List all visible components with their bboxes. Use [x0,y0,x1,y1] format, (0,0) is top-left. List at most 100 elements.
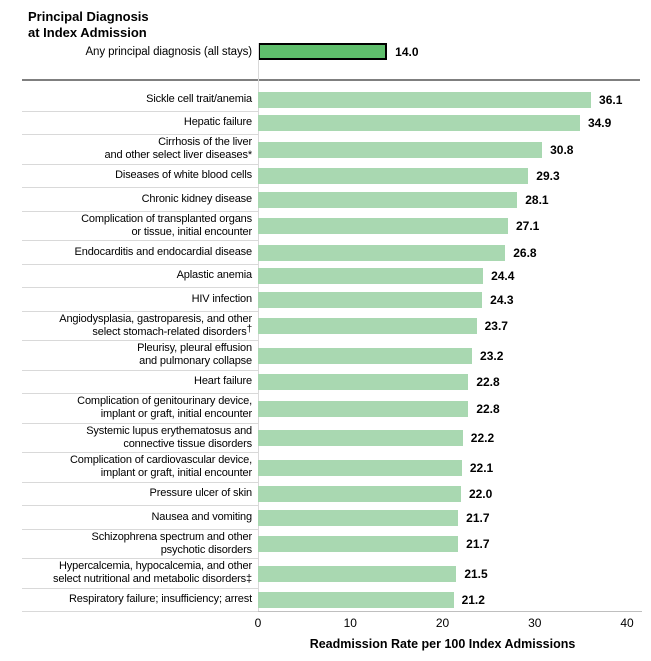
chart-row: Angiodysplasia, gastroparesis, and other… [22,312,640,342]
bar-area: 21.7 [258,530,640,560]
bar-value-label: 30.8 [550,142,574,157]
chart-title-line1: Principal Diagnosis [28,9,149,24]
bar-area: 21.2 [258,589,640,613]
x-tick-label: 30 [528,616,542,630]
chart-row: Sickle cell trait/anemia 36.1 [22,88,640,112]
bar-value-label: 23.7 [484,319,508,334]
bar-value-label: 24.3 [490,292,514,307]
bar-area: 21.5 [258,559,640,589]
bar [258,374,469,391]
bar-area: 23.7 [258,312,640,342]
bar-area: 22.8 [258,371,640,395]
bar-area: 29.3 [258,165,640,189]
x-tick-label: 40 [620,616,634,630]
chart-row: Aplastic anemia 24.4 [22,265,640,289]
chart-row: HIV infection 24.3 [22,288,640,312]
bar-value-label: 24.4 [491,269,515,284]
x-tick-label: 0 [254,616,262,630]
dagger-footnote-marker: † [246,323,253,335]
chart-rows: Sickle cell trait/anemia 36.1 Hepatic fail… [22,88,640,612]
chart-row: Respiratory failure; insufficiency; arre… [22,589,640,613]
chart-row: Systemic lupus erythematosus and connecti… [22,424,640,454]
bar [258,168,529,185]
row-label: Aplastic anemia [22,265,258,288]
row-label: Nausea and vomiting [22,506,258,530]
x-tick-label: 10 [343,616,357,630]
bar-area: 36.1 [258,88,640,112]
chart-row: Diseases of white blood cells 29.3 [22,165,640,189]
bar-area: 22.1 [258,453,640,483]
header-divider [22,79,640,81]
chart-row: Endocarditis and endocardial disease 26.8 [22,241,640,265]
bar [258,191,518,208]
bar-area: 23.2 [258,341,640,371]
bar [258,347,473,364]
row-label: Respiratory failure; insufficiency; arre… [22,589,258,612]
chart-row: Hypercalcemia, hypocalcemia, and other se… [22,559,640,589]
chart-row: Cirrhosis of the liver and other select l… [22,135,640,165]
row-label: Complication of cardiovascular device, im… [22,453,258,483]
bar-area: 22.2 [258,424,640,454]
bar-area: 21.7 [258,506,640,530]
bar-area: 22.8 [258,394,640,424]
bar-value-label: 28.1 [525,192,549,207]
chart-row: Hepatic failure 34.9 [22,112,640,136]
x-axis-baseline [258,611,642,612]
summary-row: Any principal diagnosis (all stays) 14.0 [22,41,640,62]
chart-row: Chronic kidney disease 28.1 [22,188,640,212]
bar-value-label: 22.8 [476,375,500,390]
row-label: HIV infection [22,288,258,312]
bar-value-label: 22.2 [470,431,495,446]
row-label: Complication of transplanted organs or ti… [22,212,258,241]
chart-row: Pleurisy, pleural effusion and pulmonary … [22,341,640,371]
chart-row: Nausea and vomiting 21.7 [22,506,640,530]
bar-value-label: 23.2 [480,348,504,363]
bar [258,115,580,132]
summary-bar-value-label: 14.0 [395,44,419,59]
bar-value-label: 22.0 [468,487,493,502]
chart-row: Heart failure 22.8 [22,371,640,395]
bar [258,565,457,582]
row-label: Cirrhosis of the liver and other select l… [22,135,258,165]
row-label: Hepatic failure [22,112,258,135]
bar [258,459,462,476]
row-label: Heart failure [22,371,258,394]
chart-row: Complication of transplanted organs or ti… [22,212,640,242]
bar-value-label: 36.1 [599,92,623,107]
chart-title-line2: at Index Admission [28,24,147,40]
bar-value-label: 29.3 [536,169,560,184]
row-label: Schizophrena spectrum and other psychotic… [22,530,258,559]
bar-area: 24.3 [258,288,640,312]
bar-value-label: 26.8 [513,245,537,260]
bar [258,91,592,108]
row-label: Pleurisy, pleural effusion and pulmonary … [22,341,258,371]
bar-value-label: 21.5 [464,566,488,581]
x-axis-title: Readmission Rate per 100 Index Admission… [309,637,576,651]
chart-row: Schizophrena spectrum and other psychotic… [22,530,640,560]
chart-title: Principal Diagnosis at Index Admission [28,9,149,40]
bar-value-label: 27.1 [515,219,540,234]
bar [258,430,463,447]
bar-area: 30.8 [258,135,640,165]
chart-row: Complication of genitourinary device, imp… [22,394,640,424]
bar [258,318,477,335]
bar-area: 34.9 [258,112,640,136]
row-label: Sickle cell trait/anemia [22,88,258,112]
row-label: Endocarditis and endocardial disease [22,241,258,265]
bar [258,486,461,503]
chart-row: Complication of cardiovascular device, im… [22,453,640,483]
bar [258,218,508,235]
bar-value-label: 21.7 [466,510,490,525]
bar-area: 27.1 [258,212,640,242]
bar-value-label: 22.8 [476,401,500,416]
bar [258,268,484,285]
bar [258,536,459,553]
bar [258,509,459,526]
bar-area: 24.4 [258,265,640,289]
row-label: Hypercalcemia, hypocalcemia, and other se… [22,559,258,589]
bar-value-label: 34.9 [587,116,612,131]
chart-row: Pressure ulcer of skin 22.0 [22,483,640,507]
bar-area: 22.0 [258,483,640,507]
row-label: Complication of genitourinary device, imp… [22,394,258,424]
